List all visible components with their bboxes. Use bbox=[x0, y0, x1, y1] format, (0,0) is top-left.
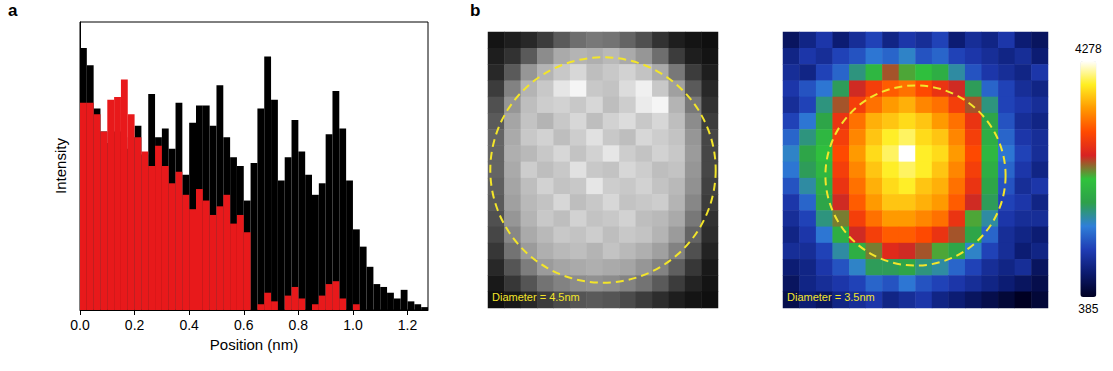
svg-text:a: a bbox=[8, 1, 18, 20]
svg-text:0.8: 0.8 bbox=[289, 317, 309, 333]
svg-text:b: b bbox=[470, 1, 480, 20]
svg-text:385: 385 bbox=[1078, 302, 1098, 316]
svg-text:0.2: 0.2 bbox=[125, 317, 145, 333]
svg-text:1.2: 1.2 bbox=[398, 317, 418, 333]
svg-text:0.6: 0.6 bbox=[234, 317, 254, 333]
svg-text:4278: 4278 bbox=[1075, 42, 1102, 56]
svg-text:Diameter = 3.5nm: Diameter = 3.5nm bbox=[787, 291, 875, 303]
svg-text:1.0: 1.0 bbox=[343, 317, 363, 333]
svg-text:Intensity: Intensity bbox=[52, 138, 69, 194]
svg-text:Position (nm): Position (nm) bbox=[210, 336, 298, 353]
svg-text:0.4: 0.4 bbox=[179, 317, 199, 333]
svg-text:Diameter = 4.5nm: Diameter = 4.5nm bbox=[492, 291, 580, 303]
svg-text:0.0: 0.0 bbox=[70, 317, 90, 333]
